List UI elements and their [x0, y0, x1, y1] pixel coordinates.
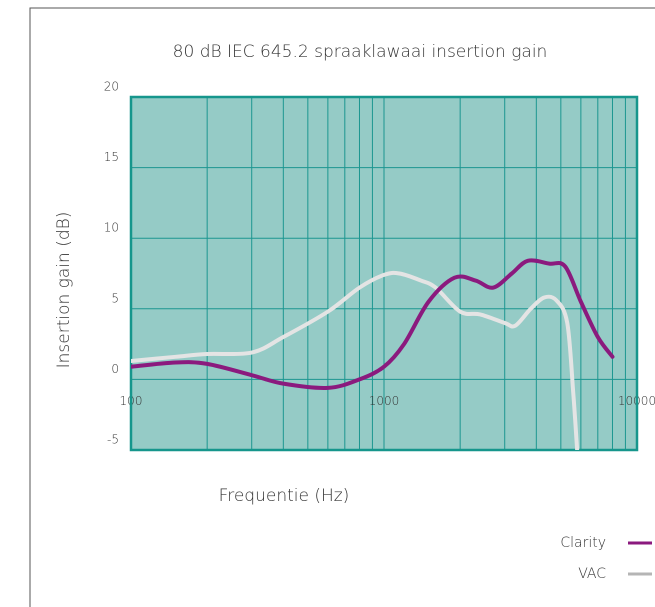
line: [131, 270, 580, 450]
legend-label: Clarity: [560, 535, 606, 551]
x-tick-label: 1000: [369, 394, 400, 408]
y-tick-label: 0: [111, 362, 119, 376]
y-tick-label: 15: [104, 150, 119, 164]
y-tick-label: 5: [111, 291, 119, 305]
plot-border: [129, 95, 639, 452]
chart-title: 80 dB IEC 645.2 spraaklawaai insertion g…: [173, 42, 548, 62]
frame: [29, 7, 655, 607]
legend-label: VAC: [578, 566, 606, 582]
line: [131, 258, 615, 390]
y-axis-label: Insertion gain (dB): [54, 212, 74, 369]
x-axis-label: Frequentie (Hz): [219, 486, 350, 506]
series-group: [131, 258, 615, 450]
y-tick-label: 20: [104, 80, 119, 94]
y-tick-label: 10: [104, 221, 119, 235]
y-tick-label: -5: [107, 433, 119, 447]
